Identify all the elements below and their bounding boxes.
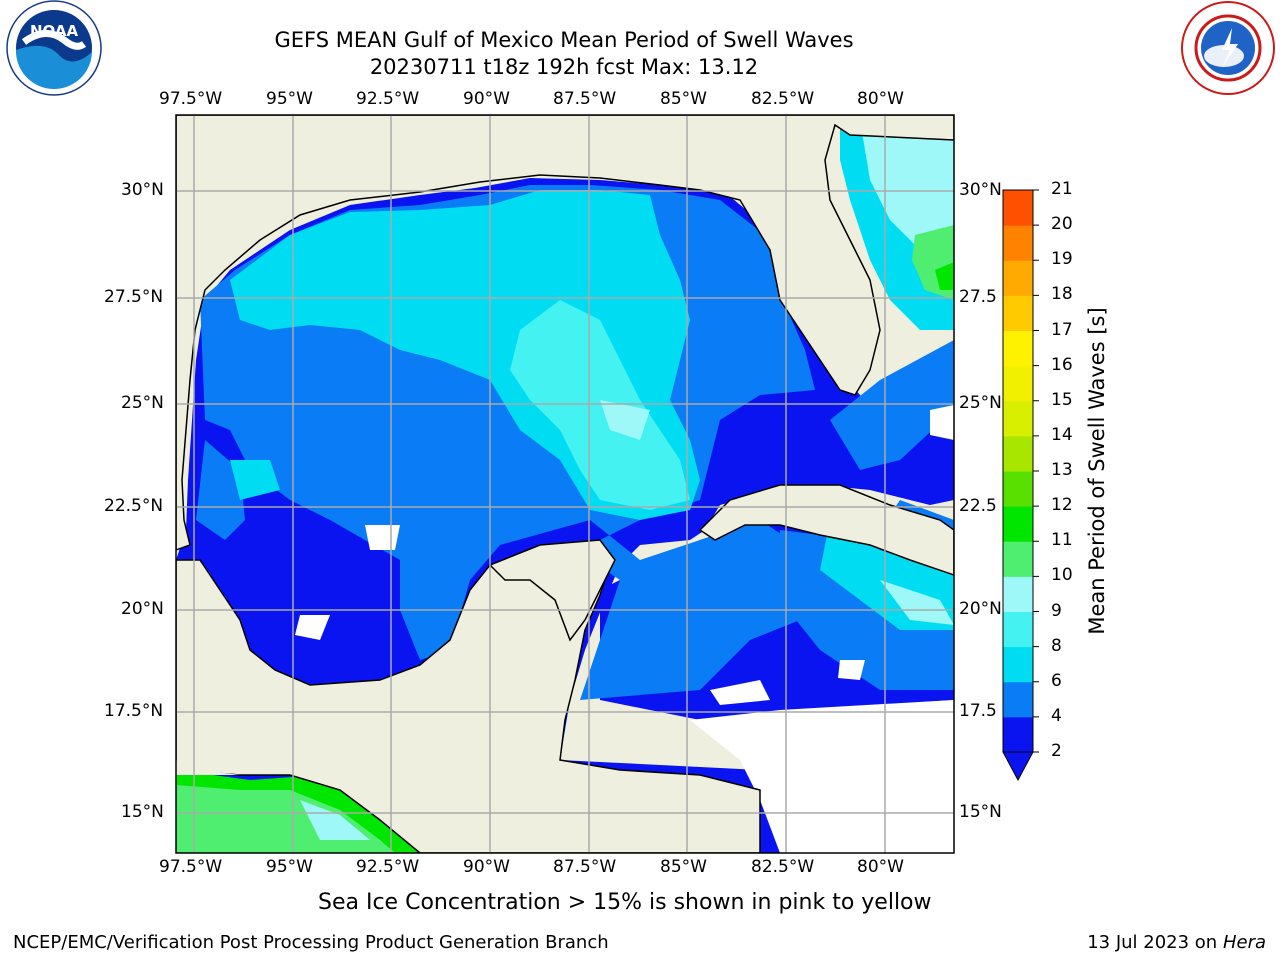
lon-label-bottom: 87.5°W bbox=[553, 857, 617, 877]
lon-label-top: 97.5°W bbox=[159, 89, 223, 109]
colorbar-tick-label: 4 bbox=[1051, 705, 1062, 726]
colorbar bbox=[1002, 189, 1039, 753]
lon-label-top: 90°W bbox=[463, 89, 510, 109]
lat-label-left: 17.5°N bbox=[104, 701, 164, 721]
colorbar-tick-label: 14 bbox=[1051, 424, 1073, 445]
footer-organization: NCEP/EMC/Verification Post Processing Pr… bbox=[13, 932, 609, 953]
lat-label-left: 27.5°N bbox=[104, 287, 164, 307]
lon-label-bottom: 85°W bbox=[660, 857, 707, 877]
colorbar-tick-label: 20 bbox=[1051, 214, 1073, 235]
colorbar-segment bbox=[1003, 646, 1033, 683]
colorbar-tick-label: 11 bbox=[1051, 530, 1073, 551]
colorbar-segment bbox=[1003, 295, 1033, 331]
lat-label-right: 20°N bbox=[959, 599, 1002, 619]
lon-label-top: 80°W bbox=[857, 89, 904, 109]
lat-label-left: 20°N bbox=[121, 599, 164, 619]
lat-label-left: 22.5°N bbox=[104, 496, 164, 516]
colorbar-segment bbox=[1003, 365, 1033, 402]
colorbar-segment bbox=[1003, 576, 1033, 612]
lat-label-right: 22.5 bbox=[959, 496, 997, 516]
colorbar-tick-label: 12 bbox=[1051, 495, 1073, 516]
lat-label-left: 25°N bbox=[121, 393, 164, 413]
colorbar-tick-label: 17 bbox=[1051, 319, 1073, 340]
footer-date-text: 13 Jul 2023 on bbox=[1087, 932, 1223, 953]
footer-date: 13 Jul 2023 on Hera bbox=[1087, 932, 1266, 953]
mexico-land bbox=[176, 544, 761, 853]
colorbar-segment bbox=[1003, 435, 1033, 472]
north-america-land bbox=[176, 115, 954, 551]
sea-ice-caption: Sea Ice Concentration > 15% is shown in … bbox=[318, 890, 932, 915]
lat-label-right: 27.5 bbox=[959, 287, 997, 307]
lon-label-top: 87.5°W bbox=[553, 89, 617, 109]
lon-label-bottom: 82.5°W bbox=[751, 857, 815, 877]
colorbar-tick-label: 19 bbox=[1051, 249, 1073, 270]
lon-label-top: 92.5°W bbox=[356, 89, 420, 109]
colorbar-segment bbox=[1003, 225, 1033, 261]
colorbar-label: Mean Period of Swell Waves [s] bbox=[1085, 307, 1109, 635]
lon-label-bottom: 80°W bbox=[857, 857, 904, 877]
colorbar-tick-label: 8 bbox=[1051, 635, 1062, 656]
lon-label-bottom: 97.5°W bbox=[159, 857, 223, 877]
colorbar-segment bbox=[1003, 681, 1033, 718]
lon-label-bottom: 90°W bbox=[463, 857, 510, 877]
lon-label-top: 95°W bbox=[266, 89, 313, 109]
colorbar-segment bbox=[1003, 541, 1033, 577]
colorbar-segment bbox=[1003, 716, 1033, 753]
colorbar-segment bbox=[1003, 260, 1033, 296]
lon-label-bottom: 92.5°W bbox=[356, 857, 420, 877]
colorbar-segment bbox=[1003, 190, 1033, 226]
colorbar-segment bbox=[1003, 330, 1033, 367]
map-subtitle: 20230711 t18z 192h fcst Max: 13.12 bbox=[369, 55, 759, 79]
colorbar-tick-label: 15 bbox=[1051, 389, 1073, 410]
map-title: GEFS MEAN Gulf of Mexico Mean Period of … bbox=[274, 28, 854, 52]
lon-label-top: 85°W bbox=[660, 89, 707, 109]
lat-label-right: 17.5 bbox=[959, 701, 997, 721]
colorbar-segment bbox=[1003, 471, 1033, 507]
lat-label-left: 30°N bbox=[121, 180, 164, 200]
lat-label-right: 30°N bbox=[959, 180, 1002, 200]
lon-label-bottom: 95°W bbox=[266, 857, 313, 877]
lat-label-right: 25°N bbox=[959, 393, 1002, 413]
colorbar-tick-label: 10 bbox=[1051, 565, 1073, 586]
colorbar-tick-label: 18 bbox=[1051, 284, 1073, 305]
colorbar-segment bbox=[1003, 506, 1033, 542]
lon-label-top: 82.5°W bbox=[751, 89, 815, 109]
grid-lines bbox=[176, 115, 954, 853]
colorbar-tick-label: 21 bbox=[1051, 179, 1073, 199]
lat-label-left: 15°N bbox=[121, 802, 164, 822]
colorbar-tick-label: 13 bbox=[1051, 460, 1073, 480]
colorbar-segment bbox=[1003, 611, 1033, 648]
colorbar-tick-label: 16 bbox=[1051, 354, 1073, 375]
map-frame bbox=[175, 114, 955, 854]
colorbar-tick-label: 2 bbox=[1051, 741, 1062, 761]
colorbar-tick-label: 6 bbox=[1051, 670, 1062, 691]
swell-band-6-8 bbox=[510, 300, 690, 510]
colorbar-tick-label: 9 bbox=[1051, 600, 1062, 621]
colorbar-segment bbox=[1003, 400, 1033, 437]
footer-machine: Hera bbox=[1222, 932, 1266, 953]
lat-label-right: 15°N bbox=[959, 802, 1002, 822]
